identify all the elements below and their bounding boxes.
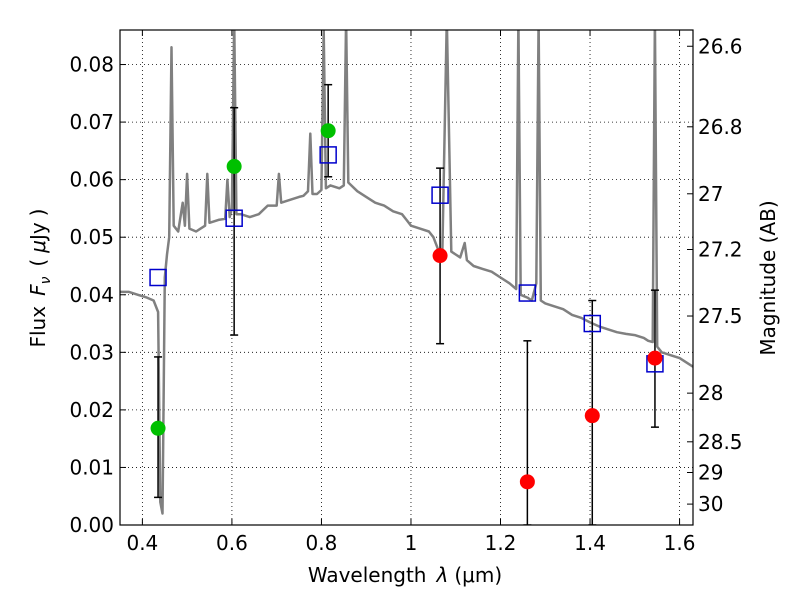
x-tick-label: 0.4 xyxy=(126,531,158,555)
x-axis-title-text: Wavelength xyxy=(308,563,427,587)
model-square xyxy=(225,209,243,227)
y-axis-title-text: Flux xyxy=(26,306,50,348)
y-axis-unit-close: ) xyxy=(26,208,50,216)
detected-point xyxy=(226,158,242,174)
y-tick-label: 0.05 xyxy=(69,225,114,249)
model-square xyxy=(149,268,167,287)
y2-tick-label: 29 xyxy=(698,461,723,485)
y-tick-label: 0.01 xyxy=(69,455,114,479)
y2-axis-title: Magnitude (AB) xyxy=(756,200,780,355)
x-tick-label: 1 xyxy=(405,531,418,555)
y2-tick-label: 27.5 xyxy=(698,304,743,328)
spectrum-line xyxy=(120,30,693,515)
y-tick-label: 0.04 xyxy=(69,283,114,307)
y2-tick-label: 27.2 xyxy=(698,238,743,262)
upper-point xyxy=(519,474,535,490)
y-tick-label: 0.00 xyxy=(69,513,114,537)
model-square xyxy=(583,314,602,333)
y2-tick-label: 30 xyxy=(698,492,723,516)
y-tick-label: 0.06 xyxy=(69,168,114,192)
y-axis-subscript: ν xyxy=(38,276,54,284)
x-tick-label: 1.4 xyxy=(574,531,606,555)
model-square xyxy=(518,284,537,302)
y-axis-unit-open: ( xyxy=(26,259,50,267)
x-axis-unit: (μm) xyxy=(454,563,502,587)
detected-point xyxy=(150,420,166,436)
detected-point xyxy=(320,123,336,139)
y2-tick-label: 26.8 xyxy=(698,115,743,139)
plot-frame xyxy=(119,29,694,526)
plot-area xyxy=(120,30,693,525)
x-tick-label: 0.6 xyxy=(216,531,248,555)
upper-point xyxy=(432,248,448,264)
y-tick-label: 0.03 xyxy=(69,340,114,364)
axis-ticks: 0.4 0.6 0.8 1 1.2 1.4 1.6 0.00 0.01 0.02 0.03 0.04 0… xyxy=(69,30,743,555)
y-tick-label: 0.07 xyxy=(69,110,114,134)
y-axis-title: Flux Fν ( μJy) xyxy=(26,208,54,347)
x-tick-label: 0.8 xyxy=(306,531,338,555)
x-tick-label: 1.2 xyxy=(485,531,517,555)
x-axis-lambda: λ xyxy=(436,563,449,587)
model-square xyxy=(431,186,449,204)
y-tick-label: 0.02 xyxy=(69,398,114,422)
upper-point xyxy=(647,350,663,366)
y2-tick-label: 28.5 xyxy=(698,430,743,454)
y2-tick-label: 28 xyxy=(698,381,723,405)
x-tick-label: 1.6 xyxy=(664,531,696,555)
grid-lines xyxy=(120,30,693,526)
y-tick-label: 0.08 xyxy=(69,53,114,77)
upper-point xyxy=(584,408,600,424)
y2-tick-label: 26.6 xyxy=(698,34,743,58)
y-axis-unit-mu: μ xyxy=(26,240,50,254)
y-axis-symbol: F xyxy=(26,284,50,296)
model-square xyxy=(319,146,337,164)
y-axis-unit: Jy xyxy=(26,222,50,242)
x-axis-title: Wavelength λ (μm) xyxy=(308,563,502,587)
y2-tick-label: 27 xyxy=(698,182,723,206)
